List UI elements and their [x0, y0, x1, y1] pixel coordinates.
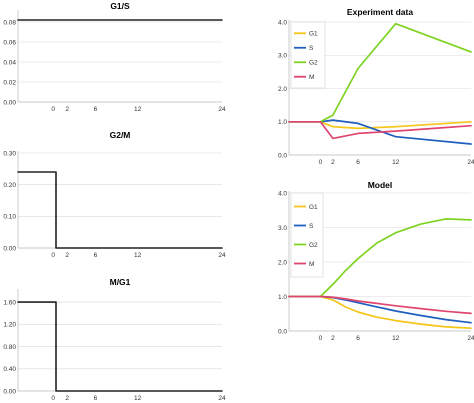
legend-label: M — [309, 261, 314, 268]
chart-title: Experiment data — [347, 7, 413, 17]
series-line-0 — [17, 171, 223, 249]
x-tick-label: 24 — [218, 252, 226, 259]
chart-panel-1: 0.00 0.10 0.20 0.30 0 2 6 12 24 G2/M — [3, 130, 226, 259]
chart-title: Model — [368, 180, 393, 190]
legend-label: G2 — [309, 60, 318, 67]
y-tick-label: 0.40 — [3, 366, 16, 373]
y-tick-label: 0.00 — [3, 99, 16, 106]
x-tick-label: 6 — [94, 252, 98, 259]
y-tick-label: 0.00 — [3, 245, 16, 252]
y-tick-label: 0.08 — [3, 19, 16, 26]
series-line-m — [288, 120, 472, 140]
legend: G1 S G2 M — [290, 192, 324, 278]
legend-label: G1 — [309, 31, 318, 38]
legend: G1 S G2 M — [290, 21, 326, 89]
legend-label: M — [309, 74, 314, 81]
y-tick-label: 2.0 — [278, 86, 287, 93]
y-tick-label: 3.0 — [278, 225, 287, 232]
y-tick-label: 3.0 — [278, 53, 287, 60]
x-tick-label: 0 — [51, 106, 55, 113]
x-tick-label: 0 — [51, 252, 55, 259]
y-tick-label: 1.0 — [278, 119, 287, 126]
x-tick-label: 6 — [356, 335, 360, 342]
chart-title: G2/M — [110, 130, 131, 140]
x-tick-label: 0 — [319, 159, 323, 166]
x-tick-label: 2 — [65, 252, 69, 259]
y-tick-label: 2.0 — [278, 259, 287, 266]
y-tick-label: 4.0 — [278, 19, 287, 26]
x-tick-label: 2 — [65, 106, 69, 113]
x-tick-label: 6 — [94, 395, 98, 402]
x-tick-label: 0 — [51, 395, 55, 402]
y-tick-label: 1.20 — [3, 322, 16, 329]
x-tick-label: 24 — [218, 106, 226, 113]
x-tick-label: 2 — [65, 395, 69, 402]
legend-box — [290, 21, 326, 89]
y-tick-label: 0.80 — [3, 344, 16, 351]
x-tick-label: 6 — [356, 159, 360, 166]
chart-panel-4: 0.0 1.0 2.0 3.0 4.0 0 2 6 12 24 Model G1 S G2 M — [278, 180, 474, 342]
y-tick-label: 0.20 — [3, 182, 16, 189]
x-tick-label: 6 — [94, 106, 98, 113]
y-tick-label: 0.06 — [3, 39, 16, 46]
chart-title: M/G1 — [110, 277, 131, 287]
x-tick-label: 12 — [134, 395, 142, 402]
x-tick-label: 0 — [319, 335, 323, 342]
legend-label: S — [309, 45, 314, 52]
series-line-0 — [17, 301, 223, 392]
x-tick-label: 2 — [331, 335, 335, 342]
chart-panel-3: 0.0 1.0 2.0 3.0 4.0 0 2 6 12 24 Experiment data G1 S… — [278, 7, 474, 166]
y-tick-label: 0.00 — [3, 388, 16, 395]
y-tick-label: 0.0 — [278, 328, 287, 335]
legend-label: G2 — [309, 242, 318, 249]
y-tick-label: 1.60 — [3, 299, 16, 306]
y-tick-label: 4.0 — [278, 190, 287, 197]
series-line-s — [288, 295, 472, 324]
x-tick-label: 24 — [218, 395, 226, 402]
series-line-m — [288, 295, 472, 315]
chart-title: G1/S — [110, 1, 130, 11]
x-tick-label: 24 — [467, 159, 474, 166]
legend-label: G1 — [309, 204, 318, 211]
x-tick-label: 24 — [467, 335, 474, 342]
y-tick-label: 0.10 — [3, 214, 16, 221]
x-tick-label: 12 — [392, 335, 400, 342]
chart-panel-0: 0.00 0.02 0.04 0.06 0.08 0 2 6 12 24 G1/S — [3, 1, 226, 113]
chart-panel-2: 0.00 0.40 0.80 1.20 1.60 0 2 6 12 24 M/G1 — [3, 277, 226, 402]
y-tick-label: 1.0 — [278, 294, 287, 301]
x-tick-label: 12 — [134, 252, 142, 259]
y-tick-label: 0.02 — [3, 79, 16, 86]
y-tick-label: 0.04 — [3, 59, 16, 66]
x-tick-label: 2 — [331, 159, 335, 166]
y-tick-label: 0.0 — [278, 152, 287, 159]
series-line-g1 — [288, 295, 472, 330]
x-tick-label: 12 — [392, 159, 400, 166]
x-tick-label: 12 — [134, 106, 142, 113]
y-tick-label: 0.30 — [3, 150, 16, 157]
series-line-g2 — [288, 218, 472, 298]
legend-label: S — [309, 223, 314, 230]
